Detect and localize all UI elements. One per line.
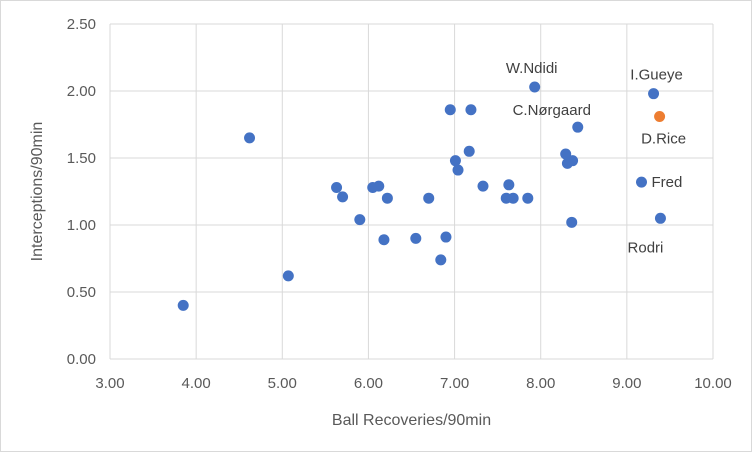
data-point [177, 299, 189, 311]
data-point [529, 81, 541, 93]
data-point [435, 254, 447, 266]
data-point [378, 234, 390, 246]
data-point [560, 148, 572, 160]
point-label: Rodri [628, 239, 664, 256]
y-tick-label: 2.00 [67, 83, 96, 100]
data-point [522, 192, 534, 204]
point-label: I.Gueye [630, 67, 683, 84]
data-points [177, 81, 666, 311]
data-point [654, 212, 666, 224]
gridlines [109, 23, 714, 360]
point-labels: W.Ndidi C.Nørgaard Fred I.Gueye D.Rice Rodri [506, 60, 686, 256]
data-point [465, 104, 477, 116]
data-point [354, 214, 366, 226]
data-point [648, 88, 660, 100]
data-point [423, 192, 435, 204]
data-point [636, 176, 648, 188]
data-point [337, 191, 349, 203]
point-label: Fred [652, 174, 683, 191]
x-tick-label: 10.00 [694, 375, 732, 392]
data-point [567, 155, 579, 167]
data-point [572, 121, 584, 133]
x-tick-label: 4.00 [182, 375, 211, 392]
data-point [440, 231, 452, 243]
data-point [507, 192, 519, 204]
x-tick-label: 6.00 [354, 375, 383, 392]
data-point [373, 180, 385, 192]
tick-labels: 0.00 0.50 1.00 1.50 2.00 2.50 3.00 4.00 5.00 6.00… [67, 16, 732, 392]
data-point [410, 232, 422, 244]
highlighted-data-point [654, 110, 666, 122]
x-tick-label: 8.00 [526, 375, 555, 392]
data-point [381, 192, 393, 204]
data-point [503, 179, 515, 191]
data-point [477, 180, 489, 192]
y-tick-label: 1.50 [67, 150, 96, 167]
data-point [463, 145, 475, 157]
y-axis-title: Interceptions/90min [29, 122, 46, 262]
x-axis-title: Ball Recoveries/90min [332, 412, 491, 429]
y-tick-label: 1.00 [67, 217, 96, 234]
data-point [452, 164, 464, 176]
x-tick-label: 3.00 [95, 375, 124, 392]
point-label: D.Rice [641, 130, 686, 147]
point-label: W.Ndidi [506, 60, 558, 77]
x-tick-label: 7.00 [440, 375, 469, 392]
data-point [444, 104, 456, 116]
data-point [282, 270, 294, 282]
y-tick-label: 0.00 [67, 351, 96, 368]
y-tick-label: 2.50 [67, 16, 96, 33]
data-point [449, 155, 461, 167]
data-point [331, 181, 343, 193]
point-label: C.Nørgaard [513, 102, 591, 119]
x-tick-label: 9.00 [612, 375, 641, 392]
x-tick-label: 5.00 [268, 375, 297, 392]
data-point [244, 132, 256, 144]
data-point [566, 216, 578, 228]
y-tick-label: 0.50 [67, 284, 96, 301]
